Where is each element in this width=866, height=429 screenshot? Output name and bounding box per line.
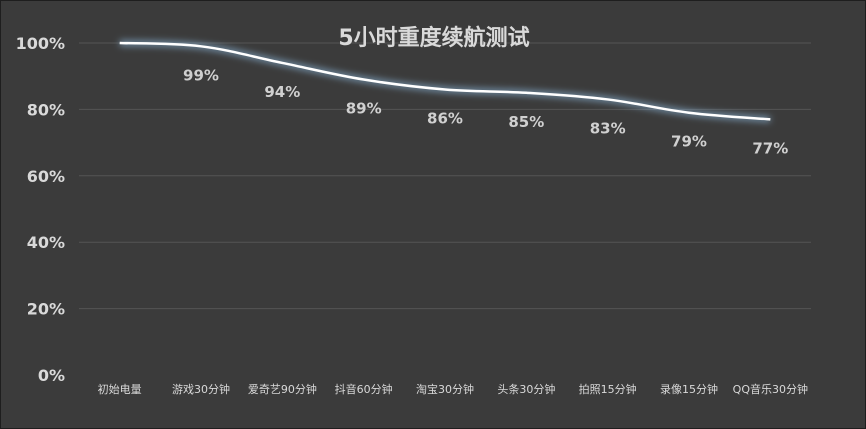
y-axis-ticks: 0% 20% 40% 60% 80% 100% — [16, 34, 65, 385]
y-tick-label: 20% — [27, 300, 65, 319]
series-line-group — [119, 40, 771, 123]
x-tick-label: 录像15分钟 — [660, 382, 718, 396]
data-label: 94% — [264, 83, 300, 101]
y-tick-label: 80% — [27, 100, 65, 119]
chart-title: 5小时重度续航测试 — [338, 25, 529, 51]
data-labels: 99% 94% 89% 86% 85% 83% 79% 77% — [183, 66, 788, 157]
x-tick-label: 淘宝30分钟 — [416, 382, 474, 396]
data-label: 83% — [590, 119, 626, 137]
gridlines — [79, 42, 811, 310]
y-tick-label: 60% — [27, 167, 65, 186]
data-label: 86% — [427, 109, 463, 127]
x-tick-label: 拍照15分钟 — [579, 382, 637, 396]
x-tick-label: 爱奇艺90分钟 — [248, 382, 317, 396]
y-tick-label: 40% — [27, 233, 65, 252]
y-tick-label: 100% — [16, 34, 65, 53]
x-tick-label: 抖音60分钟 — [335, 382, 393, 396]
data-label: 79% — [671, 133, 707, 151]
series-line — [119, 41, 771, 121]
data-label: 85% — [508, 113, 544, 131]
data-label: 89% — [346, 100, 382, 118]
x-tick-label: 头条30分钟 — [497, 382, 555, 396]
data-label: 99% — [183, 66, 219, 84]
x-tick-label: 初始电量 — [98, 382, 142, 396]
x-tick-label: QQ音乐30分钟 — [733, 382, 808, 396]
y-tick-label: 0% — [38, 366, 65, 385]
data-label: 77% — [752, 139, 788, 157]
x-tick-label: 游戏30分钟 — [172, 382, 230, 396]
x-axis-ticks: 初始电量 游戏30分钟 爱奇艺90分钟 抖音60分钟 淘宝30分钟 头条30分钟 拍照15分… — [98, 382, 808, 396]
